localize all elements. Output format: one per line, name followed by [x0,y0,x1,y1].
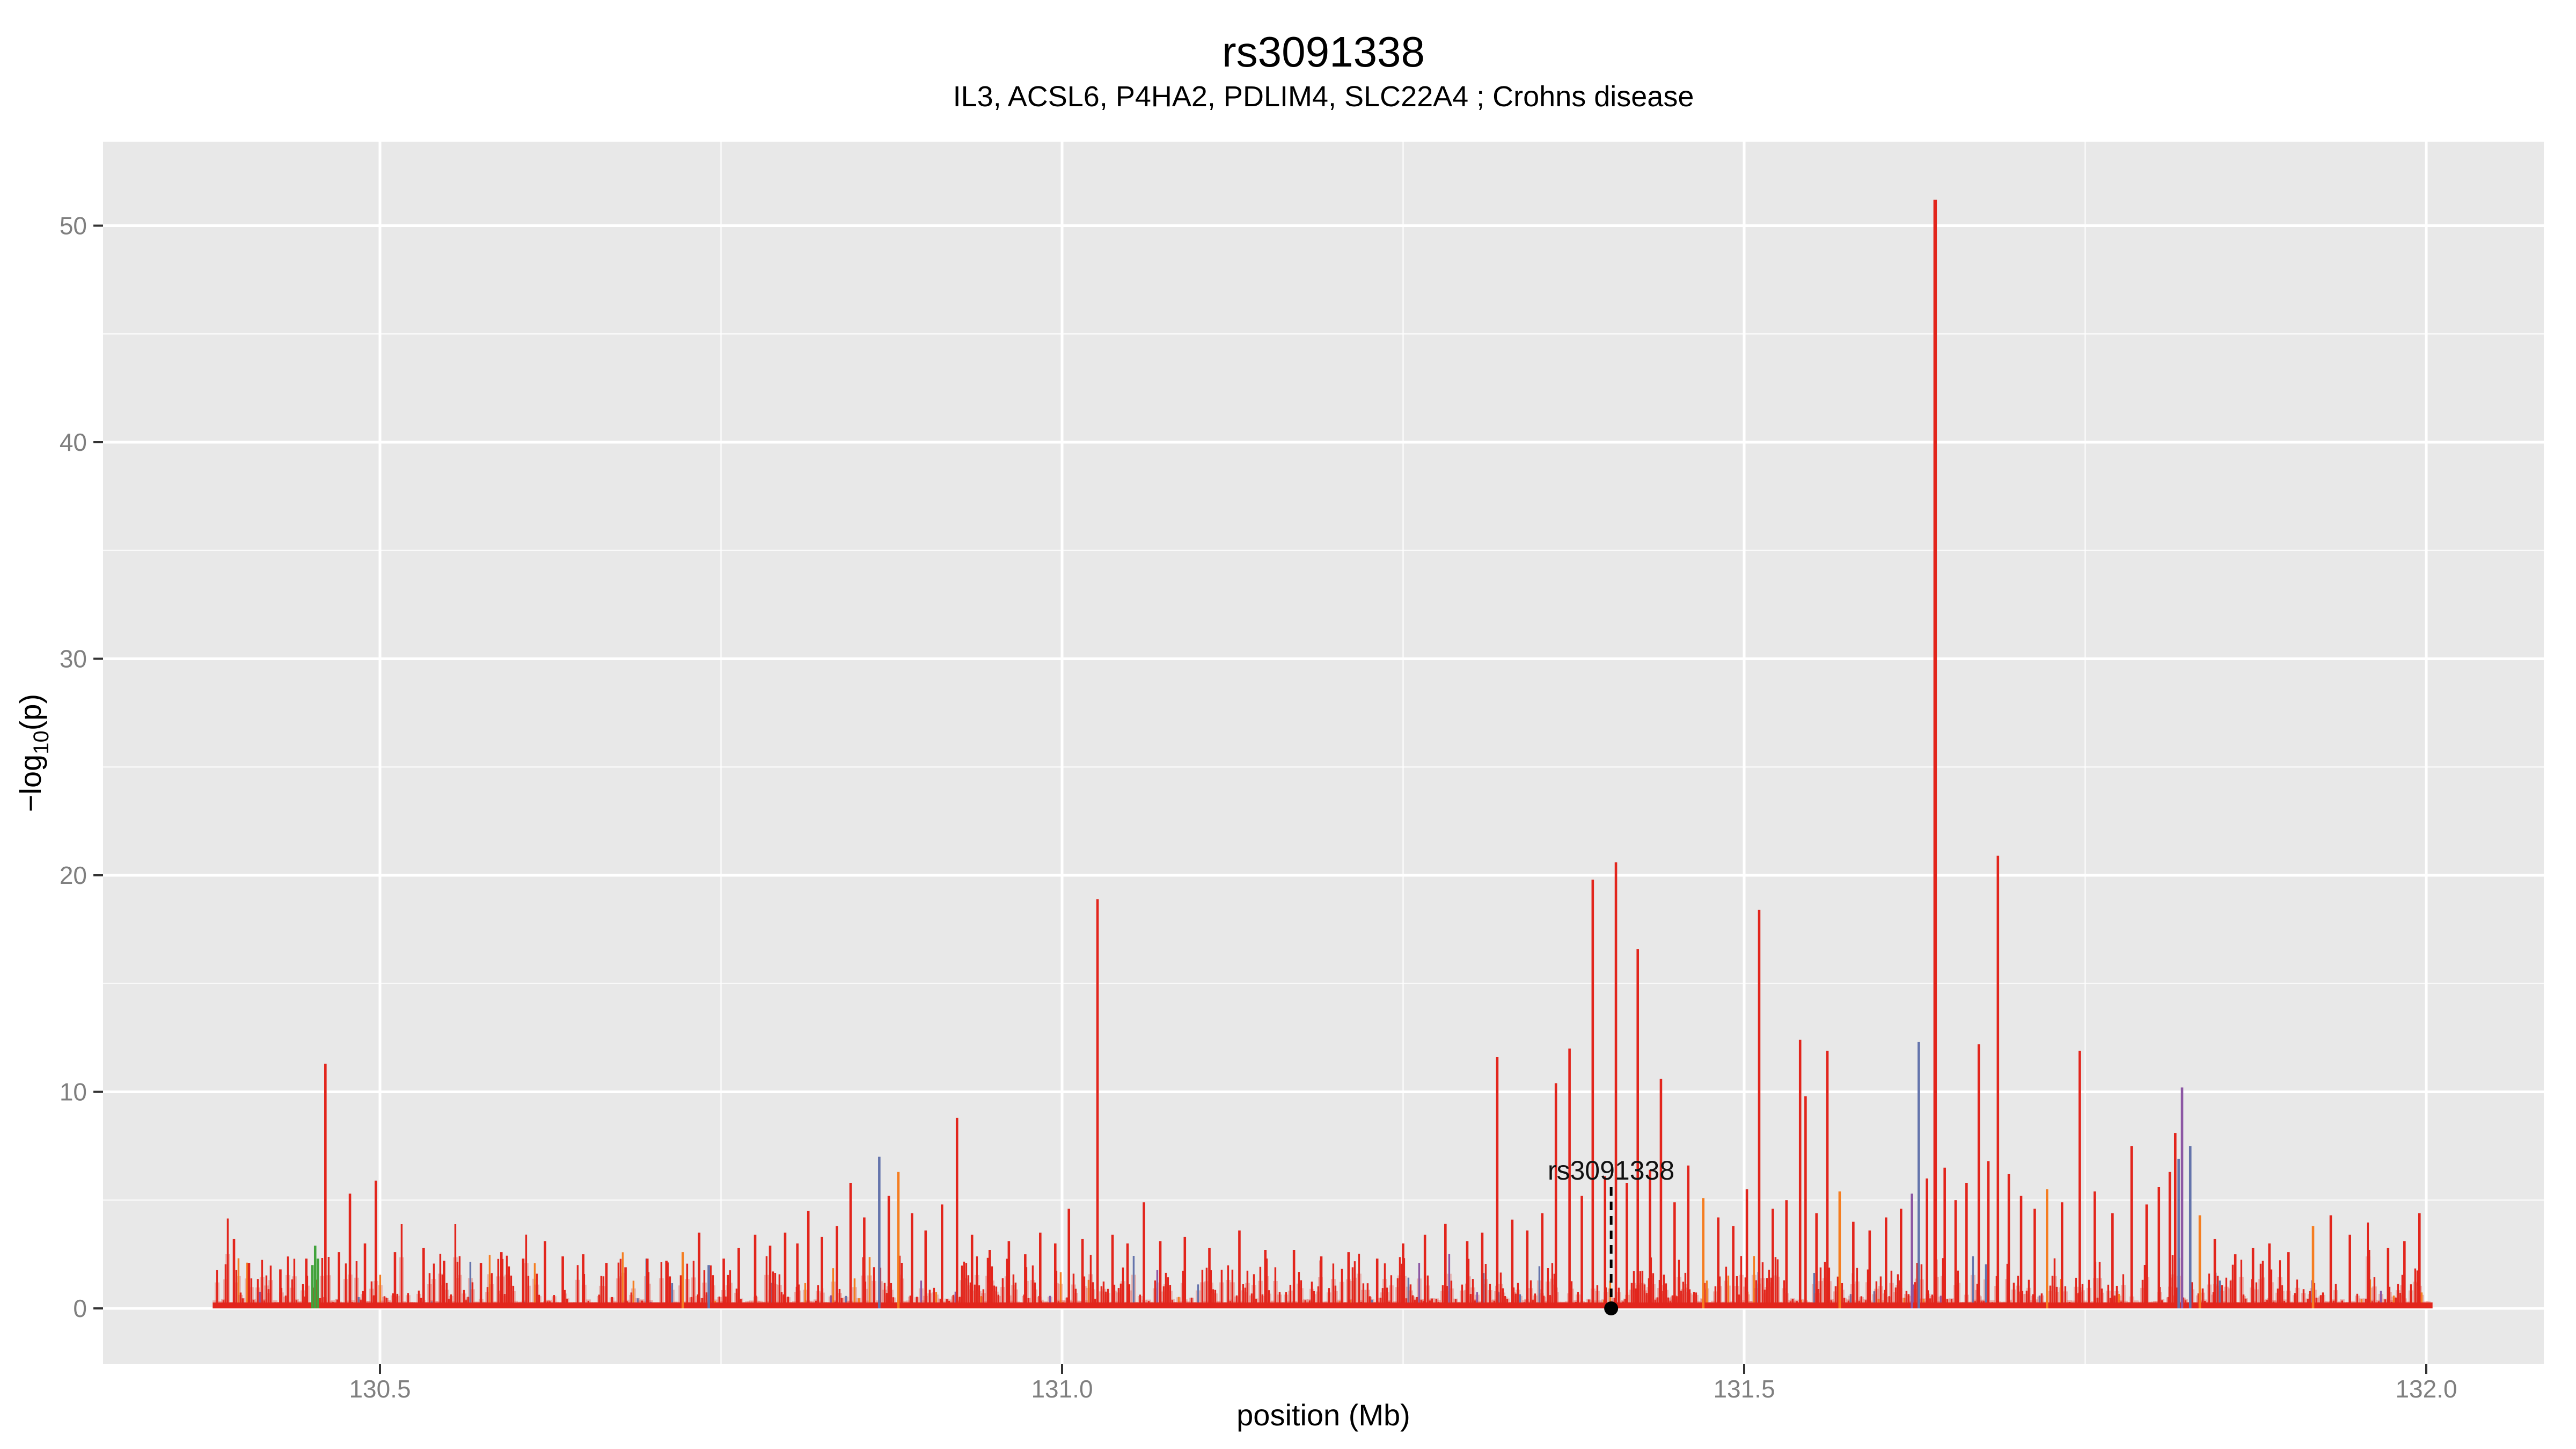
peak-spikes [232,200,2421,1308]
y-tick-label: 20 [60,861,87,889]
axes: 0 10 20 30 40 50 130.5 131.0 131.5 132.0 [60,212,2457,1403]
y-tick-label: 10 [60,1078,87,1106]
x-axis-title: position (Mb) [1236,1398,1410,1432]
y-tick-label: 50 [60,212,87,240]
x-tick-label: 130.5 [349,1375,411,1403]
panel-background [103,142,2544,1364]
plot-subtitle: IL3, ACSL6, P4HA2, PDLIM4, SLC22A4 ; Cro… [953,80,1694,113]
x-tick-label: 132.0 [2395,1375,2457,1403]
y-tick-label: 30 [60,645,87,673]
snp-annotation [1604,1187,1619,1315]
annotation-dot [1604,1301,1619,1315]
baseline-bar [213,1302,2433,1308]
x-tick-label: 131.5 [1713,1375,1775,1403]
annotation-label: rs3091338 [1548,1155,1674,1185]
y-tick-label: 0 [73,1294,87,1322]
y-tick-label: 40 [60,428,87,456]
minor-gridlines [103,142,2544,1364]
plot-title: rs3091338 [1222,28,1425,76]
plot-panel [103,142,2544,1364]
x-tick-label: 131.0 [1031,1375,1093,1403]
y-axis-title: −log10(p) [13,694,53,812]
